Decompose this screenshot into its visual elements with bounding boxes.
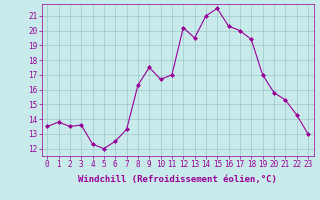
X-axis label: Windchill (Refroidissement éolien,°C): Windchill (Refroidissement éolien,°C) <box>78 175 277 184</box>
